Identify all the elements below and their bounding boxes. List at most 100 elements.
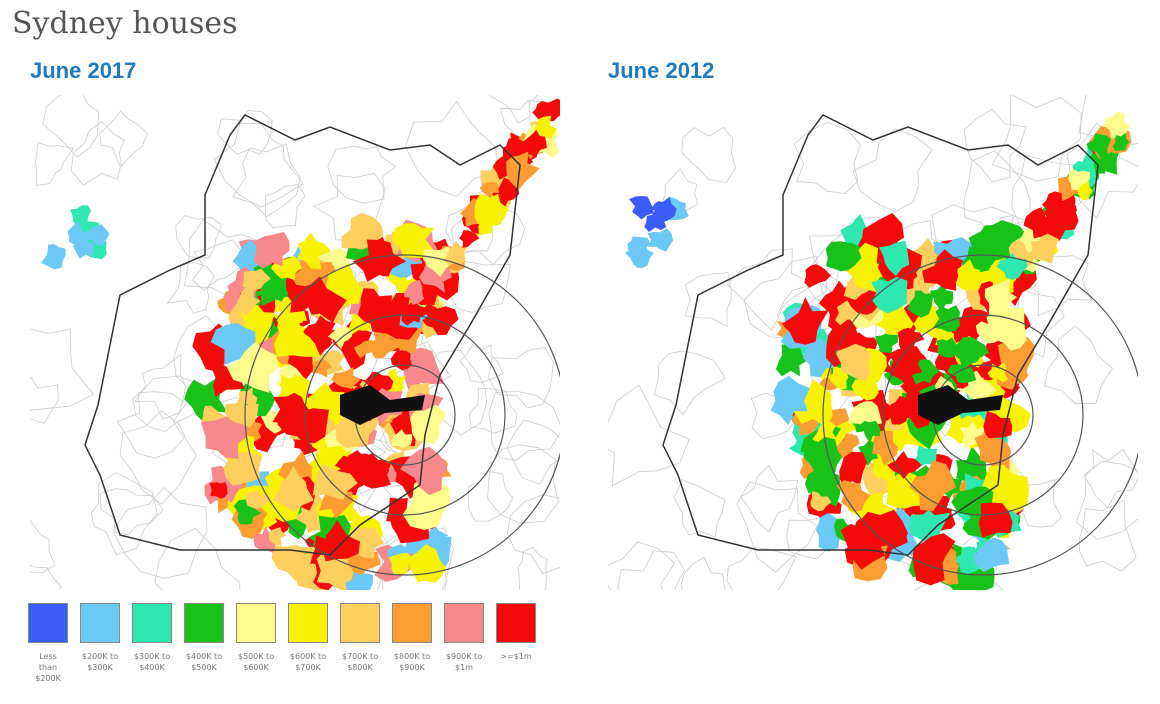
suburb-price <box>851 371 879 401</box>
suburb-price <box>273 305 304 335</box>
suburb-price <box>810 491 832 512</box>
suburb-price <box>879 240 910 276</box>
suburb-boundary <box>1078 95 1138 151</box>
suburb-boundary <box>30 564 62 590</box>
suburb-price <box>909 460 956 512</box>
suburb-boundary <box>793 121 861 195</box>
suburb-price <box>237 285 261 316</box>
suburb-price <box>1112 132 1130 152</box>
suburb-price <box>70 205 91 227</box>
legend-item: $700K to $800K <box>334 603 386 673</box>
legend-swatch <box>132 603 172 643</box>
suburb-price <box>1103 111 1130 139</box>
suburb-price <box>951 337 990 370</box>
suburb-price <box>1086 133 1111 160</box>
suburb-price <box>978 502 1013 538</box>
legend-swatch <box>80 603 120 643</box>
suburb-price <box>819 280 864 324</box>
suburb-price <box>987 361 1009 383</box>
suburb-price <box>1023 207 1058 239</box>
legend-label: $200K to $300K <box>81 652 119 672</box>
suburb-price <box>980 464 1030 512</box>
legend-item: >=$1m <box>490 603 542 662</box>
harbour <box>918 385 1003 425</box>
suburb-boundary <box>736 481 818 573</box>
distance-ring <box>244 254 560 576</box>
suburb-boundary <box>1083 448 1138 509</box>
suburb-boundary <box>217 110 273 155</box>
suburb-price <box>443 241 468 266</box>
suburb-boundary <box>30 328 95 411</box>
suburb-price <box>426 524 448 546</box>
legend-item: Less than $200K <box>22 603 74 684</box>
suburb-price <box>322 519 361 562</box>
suburb-boundary <box>661 168 699 217</box>
suburb-price <box>200 413 249 459</box>
suburb-price <box>983 410 1013 439</box>
suburb-boundary <box>99 110 148 168</box>
suburb-price <box>629 196 654 220</box>
map-title: June 2012 <box>608 58 715 83</box>
suburb-price <box>897 327 925 352</box>
suburb-price <box>81 224 110 246</box>
suburb-price <box>192 323 241 373</box>
suburb-price <box>1042 191 1071 217</box>
suburb-boundary <box>132 375 207 433</box>
suburb-price <box>297 276 347 323</box>
legend-swatch <box>184 603 224 643</box>
suburb-price <box>409 544 446 583</box>
suburb-price <box>936 337 958 358</box>
suburb-price <box>254 231 290 269</box>
suburb-boundary <box>175 215 223 259</box>
suburb-boundary <box>116 391 187 459</box>
suburb-price <box>312 358 332 378</box>
suburb-boundary <box>119 410 197 505</box>
suburb-boundary <box>405 100 499 197</box>
suburb-price <box>913 445 937 468</box>
suburb-price <box>352 239 407 282</box>
suburb-price <box>479 182 500 199</box>
suburb-price <box>226 342 279 393</box>
suburb-price <box>369 327 403 359</box>
suburb-price <box>947 364 977 384</box>
region-outline <box>84 114 521 556</box>
suburb-price <box>233 499 262 525</box>
suburb-boundary <box>166 262 215 314</box>
suburb-boundary <box>489 95 539 124</box>
suburb-boundary <box>1078 499 1137 572</box>
suburb-price <box>253 526 278 554</box>
suburb-price <box>41 244 66 270</box>
suburb-price <box>459 230 480 248</box>
suburb-price <box>788 379 833 427</box>
suburb-price <box>839 451 867 487</box>
suburb-price <box>928 545 960 585</box>
suburb-price <box>357 288 392 325</box>
suburb-price <box>974 537 1010 573</box>
suburb-price <box>627 236 651 256</box>
suburb-boundary <box>487 444 560 524</box>
legend-label: $800K to $900K <box>393 652 431 672</box>
suburb-boundary <box>991 95 1082 182</box>
distance-ring <box>882 314 1084 516</box>
suburb-price <box>1077 181 1094 200</box>
suburb-price <box>834 343 871 382</box>
legend-label: Less than $200K <box>35 652 61 683</box>
legend-item: $400K to $500K <box>178 603 230 673</box>
suburb-price <box>872 430 898 466</box>
suburb-price <box>890 395 913 425</box>
legend-label: $700K to $800K <box>341 652 379 672</box>
legend-label: >=$1m <box>500 652 532 661</box>
suburb-boundary <box>467 470 513 522</box>
suburb-boundary <box>517 547 548 590</box>
suburb-boundary <box>42 95 99 158</box>
suburb-price <box>403 279 424 305</box>
suburb-price <box>852 509 908 553</box>
suburb-price <box>871 276 908 314</box>
suburb-boundary <box>852 128 933 213</box>
suburb-price <box>353 453 392 489</box>
suburb-price <box>835 300 858 326</box>
suburb-price <box>363 371 394 393</box>
suburb-boundary <box>459 344 504 384</box>
map-2017 <box>30 95 560 590</box>
suburb-boundary <box>681 126 736 184</box>
